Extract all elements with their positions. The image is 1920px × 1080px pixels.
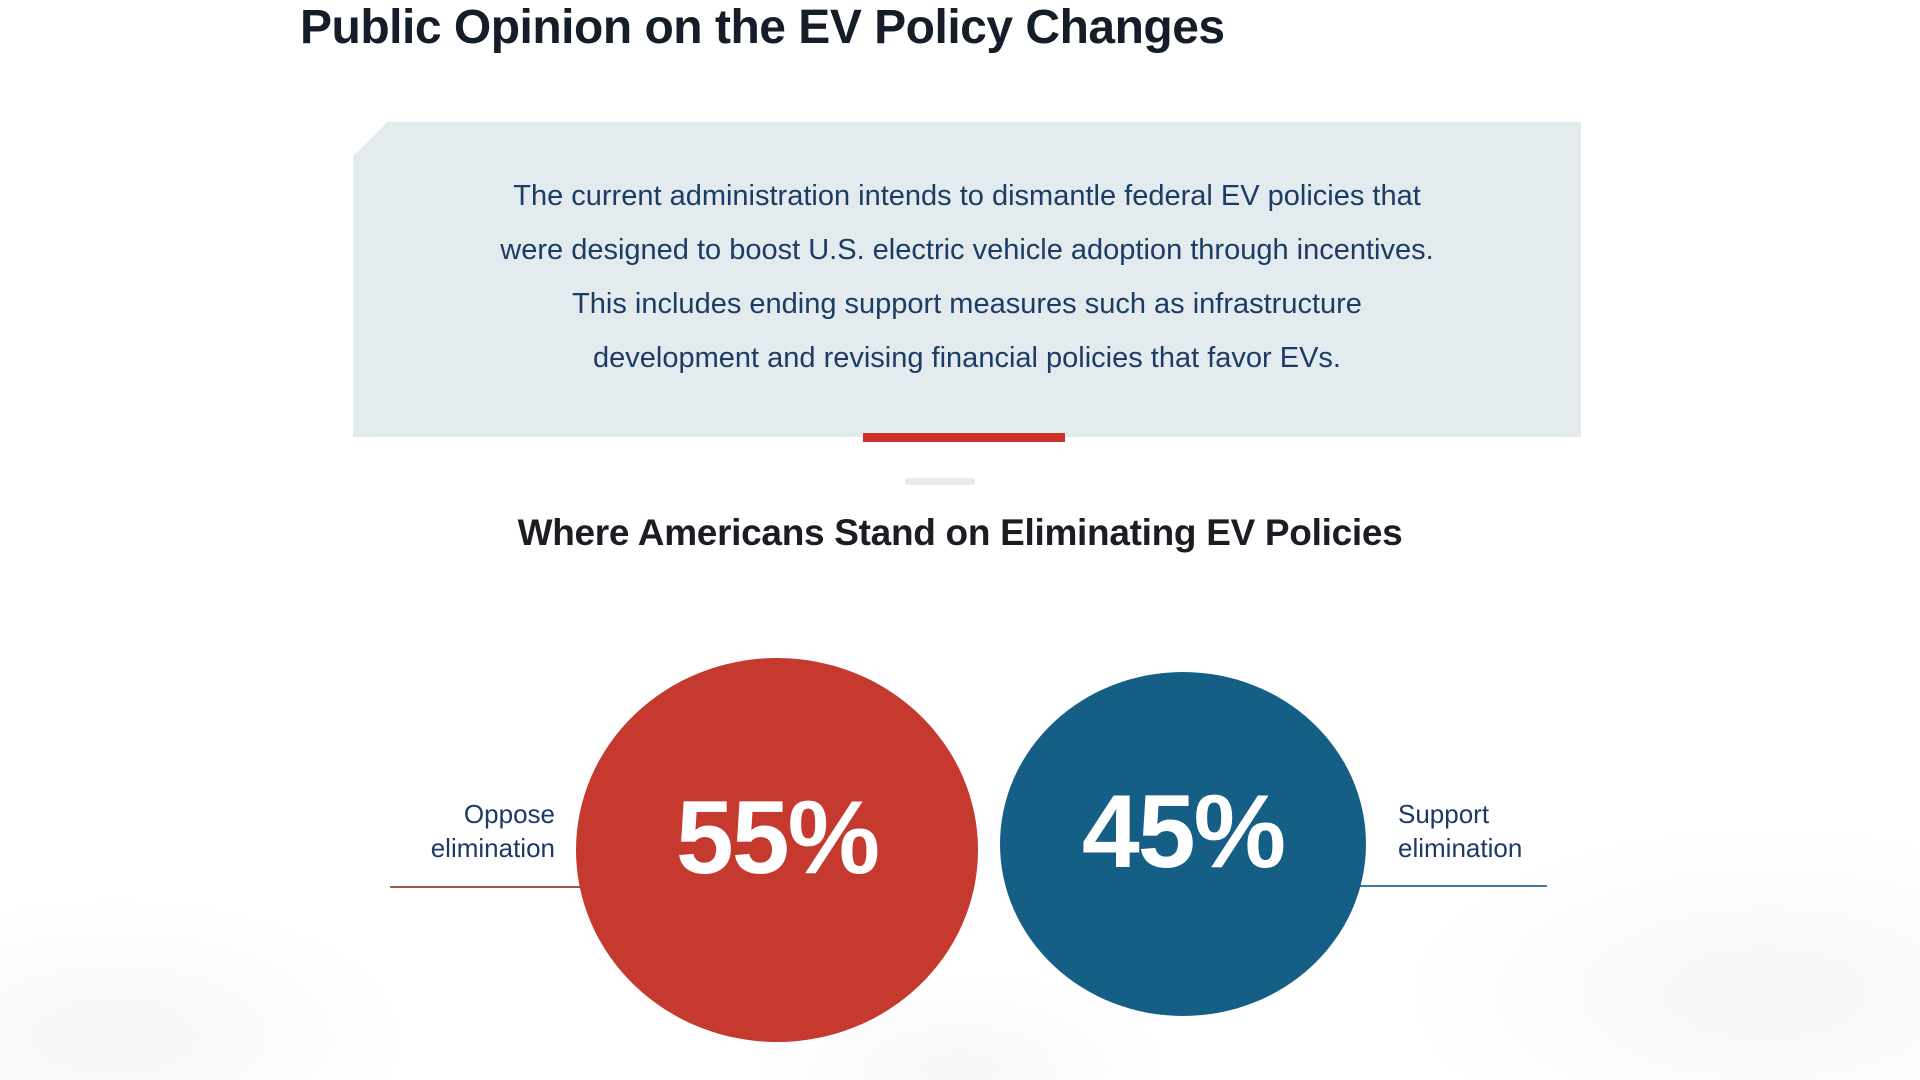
support-label: Support elimination xyxy=(1398,797,1628,865)
oppose-connector-line xyxy=(390,886,620,888)
chart-title: Where Americans Stand on Eliminating EV … xyxy=(517,512,1403,553)
intro-line: This includes ending support measures su… xyxy=(572,288,1362,320)
support-label-line: Support xyxy=(1398,799,1490,829)
intro-line: were designed to boost U.S. electric veh… xyxy=(500,234,1434,266)
oppose-label-line: elimination xyxy=(430,833,555,863)
oppose-label-line: Oppose xyxy=(463,799,555,829)
page-title: Public Opinion on the EV Policy Changes xyxy=(300,1,1225,54)
divider-shadow xyxy=(905,478,975,485)
red-accent-divider xyxy=(863,433,1065,442)
oppose-value: 55% xyxy=(675,779,880,896)
intro-line: The current administration intends to di… xyxy=(513,180,1421,212)
support-label-line: elimination xyxy=(1398,833,1523,863)
oppose-label: Oppose elimination xyxy=(355,797,555,865)
support-value: 45% xyxy=(1081,773,1286,890)
intro-box: The current administration intends to di… xyxy=(353,122,1581,437)
intro-text: The current administration intends to di… xyxy=(353,169,1581,385)
oppose-circle: 55% xyxy=(576,658,978,1042)
intro-line: development and revising financial polic… xyxy=(593,342,1341,374)
support-circle: 45% xyxy=(1000,672,1366,1016)
support-connector-line xyxy=(1340,885,1547,887)
